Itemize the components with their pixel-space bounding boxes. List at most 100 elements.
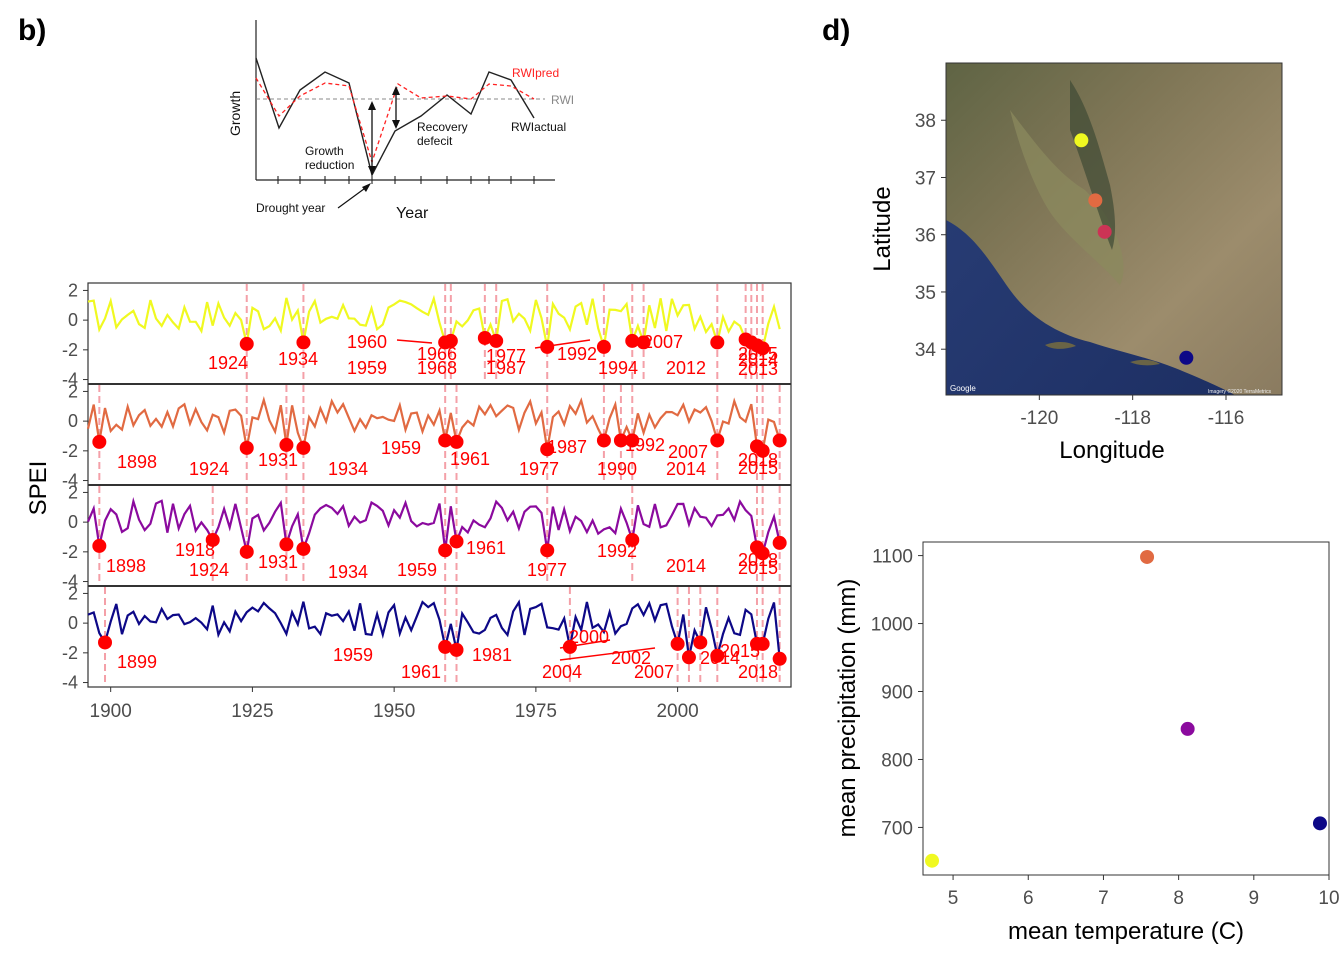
drought-year-label: 2014: [666, 556, 706, 576]
drought-year-label: 1934: [328, 459, 368, 479]
spei-ytick-label: 2: [68, 482, 78, 502]
drought-year-label: 2018: [738, 550, 778, 570]
spei-xtick-label: 1900: [90, 701, 132, 722]
drought-year-label: 1959: [333, 645, 373, 665]
spei-line-site-2: [86, 396, 781, 453]
site-marker-4: [1179, 350, 1194, 365]
spei-xtick-label: 1925: [231, 701, 273, 722]
map-islands: [1045, 342, 1160, 366]
map-ytick-label: 35: [915, 283, 936, 304]
spei-ytick-label: -2: [62, 340, 78, 360]
drought-year-arrowhead: [362, 183, 371, 192]
spei-ytick-label: 2: [68, 381, 78, 401]
drought-point: [596, 339, 611, 354]
drought-point: [625, 433, 640, 448]
spei-points: [92, 330, 787, 666]
site-marker-3: [1097, 224, 1112, 239]
label-connector: [396, 339, 433, 344]
drought-point: [449, 434, 464, 449]
drought-year-label: 2013: [738, 359, 778, 379]
map-xtick-label: -120: [1020, 408, 1058, 429]
drought-year-label: 1987: [486, 358, 526, 378]
drought-point: [92, 538, 107, 553]
drought-year-pointer: [337, 185, 369, 209]
schematic-ylabel: Growth: [227, 91, 243, 136]
spei-ytick-label: -4: [62, 471, 78, 491]
spei-xtick-label: 1975: [515, 701, 557, 722]
spei-xticks: 1900 1925 1950 1975 2000: [90, 687, 699, 722]
climate-frame: [922, 541, 1330, 876]
schematic-actual-line: [255, 57, 535, 177]
drought-year-label: 2007: [643, 332, 683, 352]
spei-xtick-label: 1950: [373, 701, 415, 722]
drought-year-label: 1931: [258, 450, 298, 470]
drought-point: [625, 532, 640, 547]
climate-ytick-label: 700: [881, 818, 913, 839]
drought-year-label: 2014: [666, 459, 706, 479]
drought-year-label: 1961: [401, 662, 441, 682]
climate-point-site-2: [1140, 549, 1155, 564]
recovery-deficit-arrowheads: [392, 86, 400, 129]
drought-point: [755, 443, 770, 458]
climate-xticks: 5 6 7 8 9 10: [948, 875, 1340, 909]
drought-year-label: 2014: [700, 648, 740, 668]
map-ocean: [946, 63, 1235, 395]
spei-ytick-label: 2: [68, 583, 78, 603]
drought-point: [296, 541, 311, 556]
drought-year-label: 2012: [666, 358, 706, 378]
climate-xtick-label: 5: [948, 888, 959, 909]
site-marker-2: [1088, 193, 1103, 208]
drought-point: [449, 534, 464, 549]
drought-point: [205, 532, 220, 547]
drought-point: [693, 635, 708, 650]
spei-ytick-label: 0: [68, 411, 78, 431]
spei-ytick-label: -4: [62, 673, 78, 693]
spei-ytick-label: 0: [68, 310, 78, 330]
drought-point: [279, 537, 294, 552]
drought-point: [239, 336, 254, 351]
google-logo: Google: [950, 384, 976, 393]
drought-year-label: 1960: [347, 332, 387, 352]
drought-year-label: 1981: [472, 645, 512, 665]
drought-year-label: 1977: [519, 459, 559, 479]
drought-point: [755, 341, 770, 356]
climate-scatter-panel: 5 6 7 8 9 10 700 800 900 1000 1100 mean temperatu…: [834, 541, 1340, 945]
climate-point-site-4: [1312, 816, 1327, 831]
sierra-shape: [1070, 80, 1116, 250]
spei-ytick-label: 0: [68, 512, 78, 532]
drought-year-label: 2007: [668, 442, 708, 462]
drought-year-label: 1968: [417, 358, 457, 378]
drought-year-label: 2015: [720, 641, 760, 661]
climate-xtick-label: 9: [1249, 888, 1260, 909]
drought-point: [625, 333, 640, 348]
spei-labels: 1924 193419601959196619681977198719921994…: [106, 332, 778, 682]
schematic-diagram: Growth Year Drought year Growth reductio…: [227, 20, 574, 222]
climate-xlabel: mean temperature (C): [1008, 918, 1244, 945]
drought-year-label: 2015: [738, 458, 778, 478]
climate-points: [925, 549, 1327, 868]
rwi-mean-label: RWI: [551, 93, 574, 107]
drought-point: [98, 635, 113, 650]
drought-year-label: 2015: [738, 558, 778, 578]
schematic-xlabel: Year: [396, 205, 429, 222]
map-ytick-label: 38: [915, 111, 936, 132]
drought-point: [279, 437, 294, 452]
drought-year-label: 2007: [634, 662, 674, 682]
drought-point: [296, 335, 311, 350]
drought-year-label: 1959: [347, 358, 387, 378]
drought-year-label: 1977: [527, 560, 567, 580]
map-frame: [945, 62, 1283, 396]
map-attribution: Imagery ©2020 TerraMetrics: [1208, 388, 1272, 395]
drought-year-label: 1924: [189, 560, 229, 580]
drought-year-label: 1992: [557, 344, 597, 364]
map-xlabel: Longitude: [1059, 437, 1164, 464]
climate-ytick-label: 1100: [872, 547, 913, 568]
spei-ytick-label: 0: [68, 613, 78, 633]
spei-yticks: 20-2-420-2-420-2-420-2-4: [62, 280, 88, 693]
drought-point: [239, 544, 254, 559]
label-connector: [559, 639, 611, 649]
drought-year-label: 1987: [547, 437, 587, 457]
climate-ytick-label: 900: [881, 683, 913, 704]
growth-reduction-label-2: reduction: [305, 158, 354, 172]
drought-year-label: 1961: [466, 538, 506, 558]
